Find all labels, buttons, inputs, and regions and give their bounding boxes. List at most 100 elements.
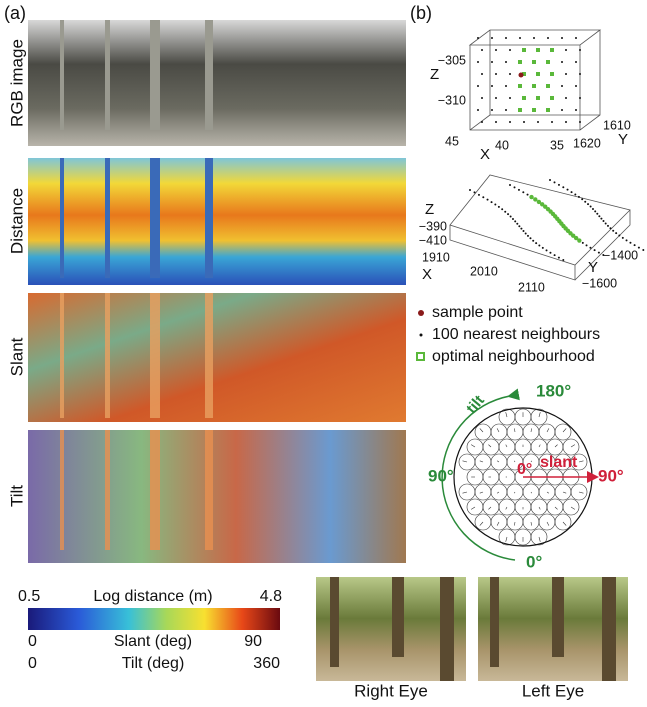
cell-tick xyxy=(506,412,507,417)
point xyxy=(498,206,500,208)
tick-label: −310 xyxy=(438,93,466,107)
point xyxy=(579,97,581,99)
axis-label: X xyxy=(480,146,490,163)
point xyxy=(546,249,548,251)
cell-tick xyxy=(547,492,549,493)
point xyxy=(586,244,588,246)
axis-label: X xyxy=(422,266,432,283)
point xyxy=(575,85,577,87)
cell-tick xyxy=(480,461,483,462)
colorbar-min: 0.5 xyxy=(18,588,40,605)
point xyxy=(518,60,522,64)
tick-label: 2110 xyxy=(518,280,545,294)
point xyxy=(587,203,589,205)
point xyxy=(536,72,540,76)
point xyxy=(584,201,586,203)
legend-label: 100 nearest neighbours xyxy=(432,326,600,343)
point xyxy=(554,254,556,256)
point xyxy=(516,223,518,225)
cell-tick xyxy=(480,492,483,493)
point xyxy=(482,196,484,198)
cell-tick xyxy=(514,428,515,432)
cell-tick xyxy=(555,507,558,509)
point xyxy=(491,109,493,111)
point xyxy=(598,215,600,217)
point xyxy=(577,238,581,242)
trunk xyxy=(150,293,160,418)
point xyxy=(477,37,479,39)
cell-tick xyxy=(497,522,499,526)
point xyxy=(561,85,563,87)
legend-marker xyxy=(417,353,424,360)
point xyxy=(532,84,536,88)
point xyxy=(638,247,640,249)
cell-tick xyxy=(555,445,558,447)
axis-label: Z xyxy=(430,66,439,83)
cell-tick xyxy=(463,492,467,493)
point xyxy=(469,189,471,191)
cell-tick xyxy=(571,445,575,447)
cell-tick xyxy=(563,492,566,493)
slant-map xyxy=(28,293,406,422)
cell-tick xyxy=(531,492,532,493)
point xyxy=(550,96,554,100)
trunk xyxy=(60,293,64,418)
trunk xyxy=(205,20,213,130)
point xyxy=(561,109,563,111)
cell-tick xyxy=(480,522,483,526)
point xyxy=(487,199,489,201)
point xyxy=(491,201,493,203)
tick-label: 45 xyxy=(445,134,459,148)
legend-label: optimal neighbourhood xyxy=(432,348,595,365)
point xyxy=(579,49,581,51)
tick-label: 35 xyxy=(550,138,564,152)
trunk xyxy=(205,158,213,278)
point xyxy=(590,206,592,208)
cell-tick xyxy=(539,537,540,542)
cell-tick xyxy=(563,428,566,432)
panel-label: (b) xyxy=(410,3,432,23)
point xyxy=(535,242,537,244)
distance-map xyxy=(28,158,406,285)
point xyxy=(514,186,516,188)
point xyxy=(474,191,476,193)
cell-tick xyxy=(531,522,532,526)
trunk xyxy=(60,20,64,130)
point xyxy=(532,108,536,112)
point xyxy=(491,85,493,87)
tick-label: −1600 xyxy=(582,276,617,290)
cell-tick xyxy=(497,461,499,462)
point xyxy=(550,48,554,52)
cell-tick xyxy=(571,507,575,509)
point xyxy=(549,252,551,254)
axis-label: Y xyxy=(588,259,598,276)
point xyxy=(495,121,497,123)
trunk xyxy=(205,430,213,550)
cell-tick xyxy=(463,461,467,462)
point xyxy=(477,61,479,63)
trunk xyxy=(60,430,64,550)
image-caption: Right Eye xyxy=(354,681,428,700)
dial-label: 180° xyxy=(536,381,571,400)
colorbar-label: Tilt (deg) xyxy=(122,655,185,672)
point xyxy=(509,97,511,99)
point xyxy=(518,225,520,227)
point xyxy=(522,230,524,232)
point xyxy=(520,228,522,230)
point xyxy=(522,96,526,100)
point xyxy=(571,191,573,193)
trunk xyxy=(150,20,160,130)
point xyxy=(495,49,497,51)
cell-tick xyxy=(531,428,532,432)
point xyxy=(527,235,529,237)
trunk xyxy=(105,430,110,550)
point xyxy=(518,108,522,112)
cell-tick xyxy=(539,445,540,447)
point xyxy=(532,60,536,64)
legend-marker xyxy=(420,334,423,337)
point xyxy=(602,220,604,222)
point xyxy=(622,237,624,239)
cell-tick xyxy=(547,428,549,432)
point xyxy=(509,184,511,186)
sample-point xyxy=(519,73,524,78)
